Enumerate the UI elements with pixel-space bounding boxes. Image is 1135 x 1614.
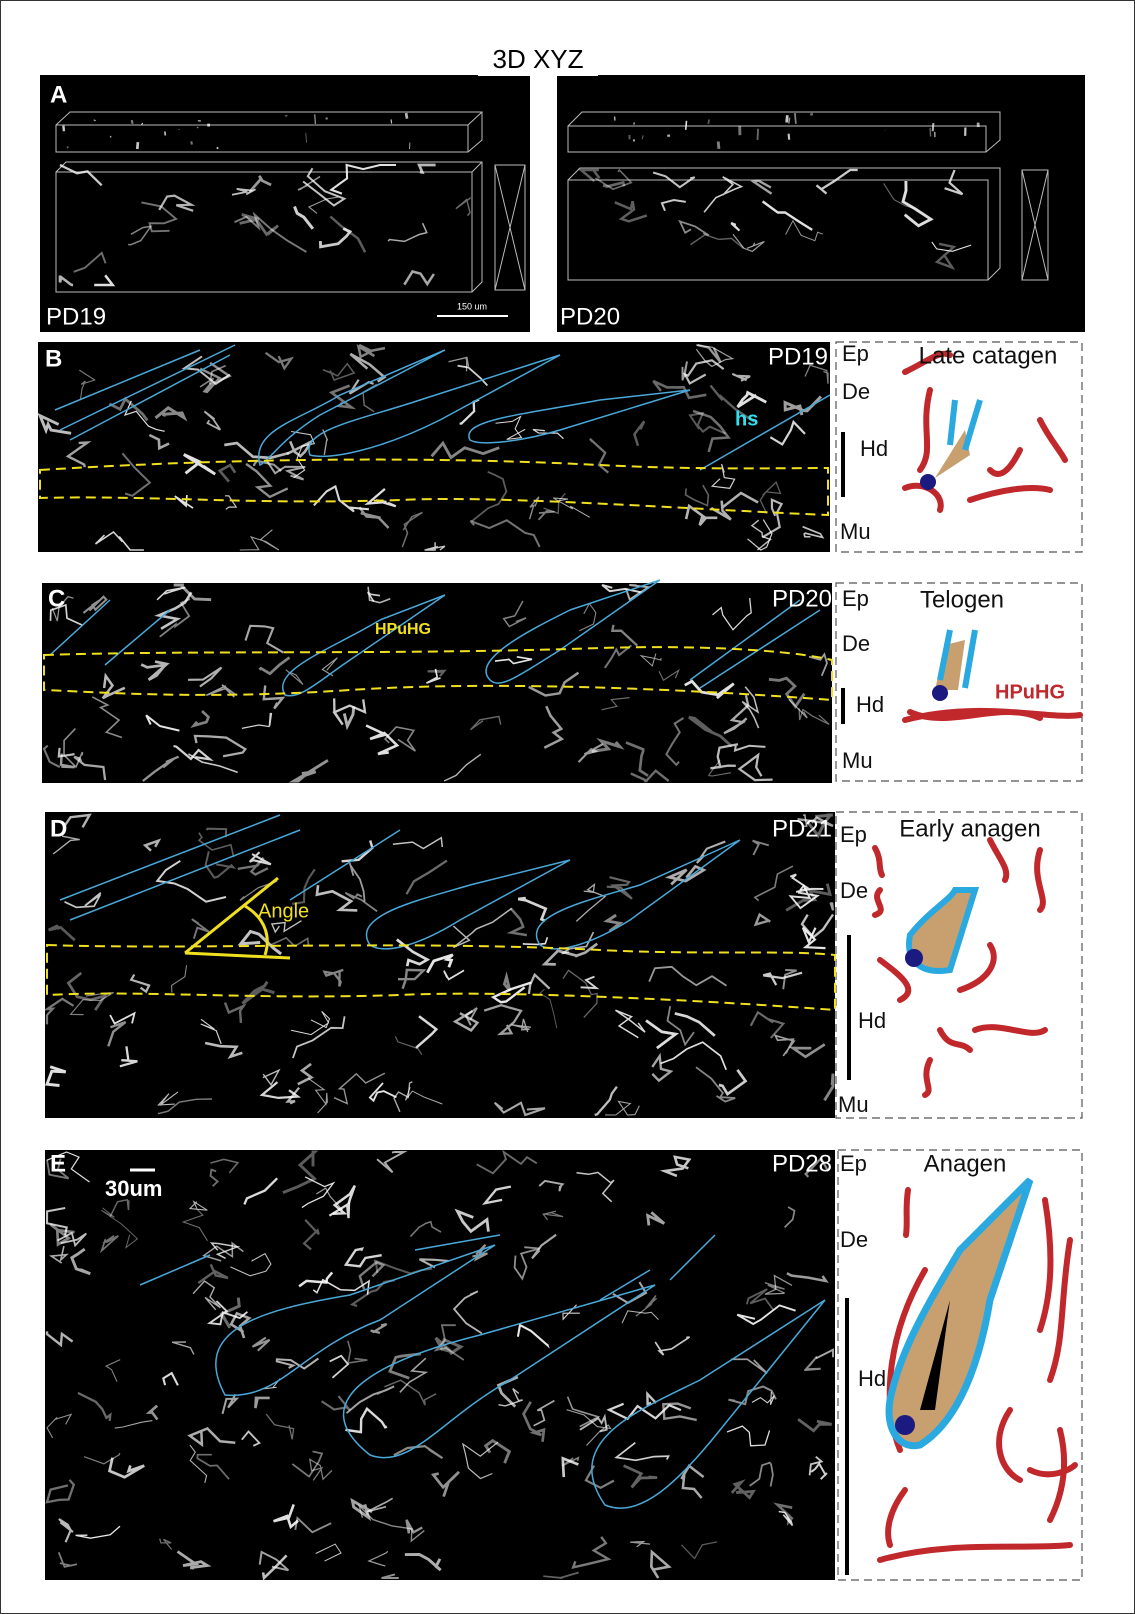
- vessel-texture-stroke: [197, 127, 198, 128]
- header-title: 3D XYZ: [492, 44, 583, 74]
- vessel-texture-stroke: [789, 134, 790, 140]
- layer-label: Hd: [858, 1366, 886, 1391]
- layer-label: Mu: [838, 1092, 869, 1117]
- vessel-texture-stroke: [191, 141, 192, 144]
- vessel-texture-stroke: [142, 124, 143, 125]
- stage-title: Early anagen: [899, 815, 1040, 842]
- layer-label: Hd: [860, 436, 888, 461]
- layer-label: Ep: [842, 586, 869, 611]
- panel-letter: E: [50, 1150, 66, 1177]
- vessel-texture-stroke: [406, 113, 407, 119]
- layer-label: Ep: [840, 1151, 867, 1176]
- layer-label: De: [840, 878, 868, 903]
- layer-label: Hd: [856, 692, 884, 717]
- scale-label: 150 um: [457, 301, 487, 311]
- figure: 3D XYZ A PD19 150 um PD20: [0, 0, 1135, 1614]
- layer-label: De: [840, 1227, 868, 1252]
- annotation: hs: [735, 408, 758, 430]
- vessel-texture-stroke: [811, 113, 812, 116]
- papilla: [920, 474, 936, 490]
- layer-label: Mu: [840, 519, 871, 544]
- vessel-texture-stroke: [391, 119, 392, 123]
- vessel-texture-stroke: [795, 113, 796, 124]
- vessel-texture-stroke: [718, 142, 719, 149]
- panel-letter: C: [48, 585, 65, 612]
- vessel-texture-stroke: [315, 114, 316, 124]
- stage-title: Anagen: [924, 1150, 1007, 1177]
- vessel-texture-stroke: [326, 118, 327, 120]
- image-label: PD20: [560, 303, 620, 330]
- layer-label: Ep: [840, 822, 867, 847]
- vessel-texture-stroke: [137, 142, 138, 149]
- papilla: [932, 685, 948, 701]
- image-label: PD19: [768, 343, 828, 370]
- annotation: Angle: [258, 900, 309, 922]
- vessel-texture-stroke: [787, 115, 788, 122]
- vessel-texture-stroke: [63, 126, 64, 132]
- layer-label: Mu: [842, 748, 873, 773]
- schematic-annotation: HPuHG: [995, 681, 1065, 703]
- stage-title: Telogen: [920, 586, 1004, 613]
- layer-label: De: [842, 379, 870, 404]
- panel-letter: D: [50, 815, 67, 842]
- scale-label: 30um: [105, 1176, 162, 1201]
- vessel-texture-stroke: [686, 121, 687, 130]
- vessel-texture-stroke: [165, 132, 166, 136]
- micrograph: [42, 583, 832, 783]
- panel-letter: A: [50, 81, 67, 108]
- micrograph: [45, 1150, 835, 1580]
- image-label: PD19: [46, 303, 106, 330]
- layer-label: Ep: [842, 341, 869, 366]
- vessel-texture-stroke: [708, 120, 709, 124]
- vessel-texture-stroke: [933, 123, 934, 131]
- panel-letter: B: [45, 345, 62, 372]
- image-label: PD21: [772, 815, 832, 842]
- image-label: PD28: [772, 1150, 832, 1177]
- papilla: [905, 949, 923, 967]
- layer-label: Hd: [858, 1008, 886, 1033]
- annotation: HPuHG: [375, 621, 431, 638]
- papilla: [895, 1415, 915, 1435]
- image-label: PD20: [772, 585, 832, 612]
- vessel-texture-stroke: [758, 129, 759, 140]
- vessel-texture-stroke: [789, 118, 790, 124]
- layer-label: De: [842, 631, 870, 656]
- micrograph: [40, 75, 530, 332]
- stage-title: Late catagen: [919, 342, 1058, 369]
- micrograph: [557, 75, 1085, 332]
- vessel-texture-stroke: [217, 147, 218, 149]
- vessel-texture-stroke: [132, 120, 133, 124]
- vessel-texture-stroke: [930, 128, 931, 137]
